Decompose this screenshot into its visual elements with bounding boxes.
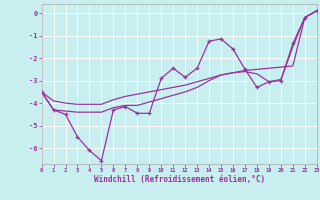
X-axis label: Windchill (Refroidissement éolien,°C): Windchill (Refroidissement éolien,°C) (94, 175, 265, 184)
